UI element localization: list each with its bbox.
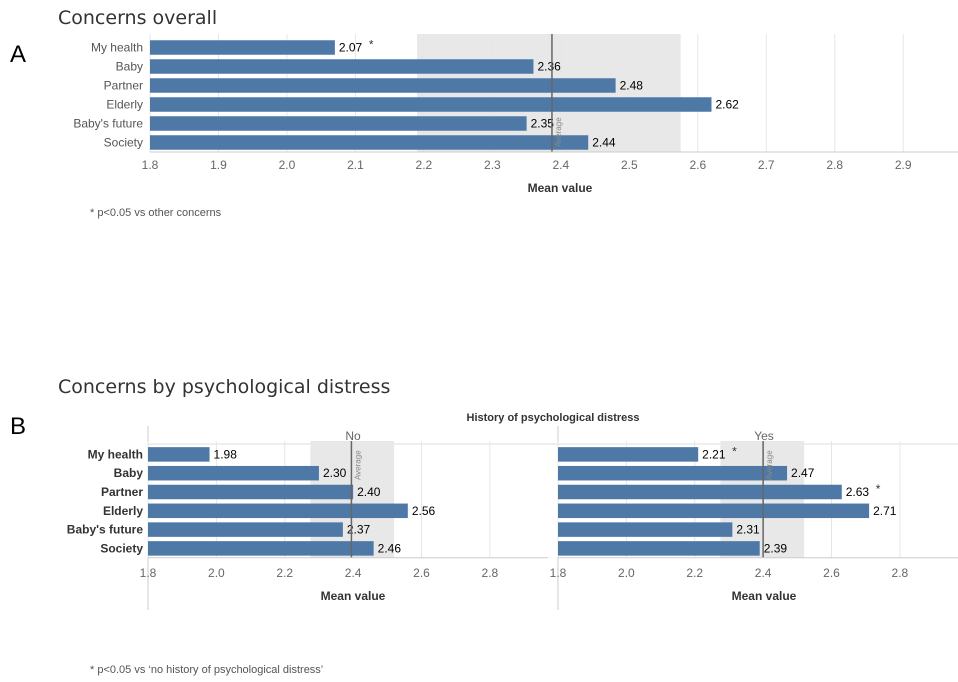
- panel-b-letter: B: [10, 413, 26, 440]
- panel-b-no-bar: [148, 541, 374, 556]
- panel-b-chart: No 1.98 My health 2.30 Baby 2.40 Partner 2.56 El…: [67, 426, 958, 610]
- panel-a-value-label: 2.35: [531, 117, 555, 131]
- panel-b-no-bar: [148, 503, 408, 519]
- panel-b-no-value-label: 1.98: [214, 447, 238, 461]
- panel-b-no-x-tick-label: 2.0: [208, 566, 225, 580]
- panel-b-yes-x-tick-label: 2.2: [686, 566, 703, 580]
- panel-b-no-value-label: 2.37: [347, 523, 371, 537]
- panel-b-no-category-label: Partner: [101, 485, 143, 499]
- panel-b-no-x-tick-label: 2.8: [482, 566, 499, 580]
- panel-a-bar: [150, 135, 589, 150]
- panel-a-x-tick-label: 2.8: [826, 158, 843, 172]
- panel-b-facet-header: History of psychological distress: [467, 412, 640, 424]
- panel-a-value-label: 2.48: [620, 79, 644, 93]
- panel-b-yes-bar: [558, 484, 842, 500]
- panel-b-no-reference-band: [310, 441, 395, 558]
- panel-b-no-bar: [148, 484, 354, 500]
- panel-b-no-category-label: Baby's future: [67, 523, 144, 537]
- panel-a-x-tick-label: 2.6: [689, 158, 706, 172]
- panel-a-x-tick-label: 1.8: [142, 158, 159, 172]
- panel-b-facet-label: No: [345, 429, 361, 443]
- panel-b-yes-value-label: 2.31: [736, 523, 760, 537]
- panel-a-x-tick-label: 1.9: [210, 158, 227, 172]
- panel-b-facet-label: Yes: [754, 429, 774, 443]
- panel-b-yes-x-tick-label: 2.0: [618, 566, 635, 580]
- panel-b-yes-bar: [558, 503, 870, 519]
- panel-b-yes-average-label: Average: [765, 450, 774, 480]
- panel-b-no-average-label: Average: [353, 450, 362, 480]
- panel-b-no-x-tick-label: 2.4: [345, 566, 362, 580]
- panel-b-yes-bar: [558, 465, 788, 481]
- panel-a-value-label: 2.44: [592, 136, 616, 150]
- panel-a-x-tick-label: 2.1: [347, 158, 364, 172]
- panel-b-yes-value-label: 2.21: [702, 447, 726, 461]
- panel-a-category-label: Baby's future: [73, 117, 143, 131]
- panel-b-no-x-axis-label: Mean value: [321, 589, 386, 603]
- panel-b-yes-bar: [558, 447, 699, 462]
- panel-a-bar: [150, 59, 534, 74]
- panel-a-value-label: 2.36: [537, 60, 561, 74]
- panel-a-x-axis-label: Mean value: [528, 181, 593, 195]
- panel-a-value-label: 2.07: [339, 41, 363, 55]
- panel-a-category-label: Partner: [104, 79, 143, 93]
- panel-a-title: Concerns overall: [58, 7, 217, 29]
- panel-b-no-bar: [148, 522, 343, 537]
- panel-a-bar: [150, 40, 335, 55]
- panel-a-x-tick-label: 2.2: [416, 158, 433, 172]
- panel-b-yes-significance-marker: *: [732, 444, 737, 458]
- panel-b-yes-value-label: 2.63: [846, 485, 870, 499]
- panel-b-no-bar: [148, 465, 319, 481]
- panel-b-yes-x-tick-label: 1.8: [550, 566, 567, 580]
- panel-a-category-label: Baby: [116, 60, 143, 74]
- panel-b-no-value-label: 2.30: [323, 466, 347, 480]
- panel-b-no-x-tick-label: 2.2: [276, 566, 293, 580]
- panel-b-yes-reference-band: [720, 441, 805, 558]
- panel-a-x-tick-label: 2.0: [279, 158, 296, 172]
- panel-b-footnote: * p<0.05 vs ‘no history of psychological…: [90, 664, 323, 676]
- panel-a-average-label: Average: [554, 117, 563, 147]
- panel-a-letter: A: [10, 41, 26, 68]
- panel-b-yes-x-tick-label: 2.8: [892, 566, 909, 580]
- panel-a-footnote: * p<0.05 vs other concerns: [90, 207, 222, 219]
- panel-a-bar: [150, 78, 616, 93]
- panel-b-no-value-label: 2.46: [378, 541, 402, 555]
- panel-b-no-x-tick-label: 1.8: [140, 566, 157, 580]
- panel-a-category-label: Elderly: [106, 98, 143, 112]
- panel-b-no-category-label: Baby: [114, 466, 144, 480]
- panel-b-yes-x-tick-label: 2.4: [755, 566, 772, 580]
- panel-a-x-tick-label: 2.9: [895, 158, 912, 172]
- panel-a-reference-band: [417, 34, 681, 152]
- panel-a-chart: 2.07 * My health 2.36 Baby 2.48 Partner 2.62 Eld…: [73, 34, 958, 195]
- panel-b-yes-x-tick-label: 2.6: [823, 566, 840, 580]
- panel-a-x-tick-label: 2.4: [553, 158, 570, 172]
- panel-a-x-tick-label: 2.7: [758, 158, 775, 172]
- panel-b-no-category-label: Elderly: [103, 504, 143, 518]
- panel-a-significance-marker: *: [369, 38, 374, 52]
- panel-b-no-category-label: Society: [100, 541, 143, 555]
- panel-b-yes-value-label: 2.71: [873, 504, 897, 518]
- panel-a-x-tick-label: 2.3: [484, 158, 501, 172]
- panel-b-yes-bar: [558, 541, 760, 556]
- panel-b-yes-bar: [558, 522, 733, 537]
- panel-a-value-label: 2.62: [715, 98, 739, 112]
- panel-b-no-category-label: My health: [88, 447, 143, 461]
- panel-b-no-value-label: 2.40: [357, 485, 381, 499]
- panel-b-no-value-label: 2.56: [412, 504, 436, 518]
- panel-a-bar: [150, 116, 527, 131]
- panel-b-no-bar: [148, 447, 210, 462]
- panel-b-yes-value-label: 2.39: [764, 541, 788, 555]
- panel-b-yes-significance-marker: *: [876, 482, 881, 496]
- panel-b-no-x-tick-label: 2.6: [413, 566, 430, 580]
- panel-b-yes-x-axis-label: Mean value: [732, 589, 797, 603]
- panel-b-yes-value-label: 2.47: [791, 466, 815, 480]
- panel-b-title: Concerns by psychological distress: [58, 376, 390, 398]
- panel-a-bar: [150, 97, 712, 112]
- panel-a-category-label: My health: [91, 41, 143, 55]
- panel-a-category-label: Society: [104, 136, 143, 150]
- panel-a-x-tick-label: 2.5: [621, 158, 638, 172]
